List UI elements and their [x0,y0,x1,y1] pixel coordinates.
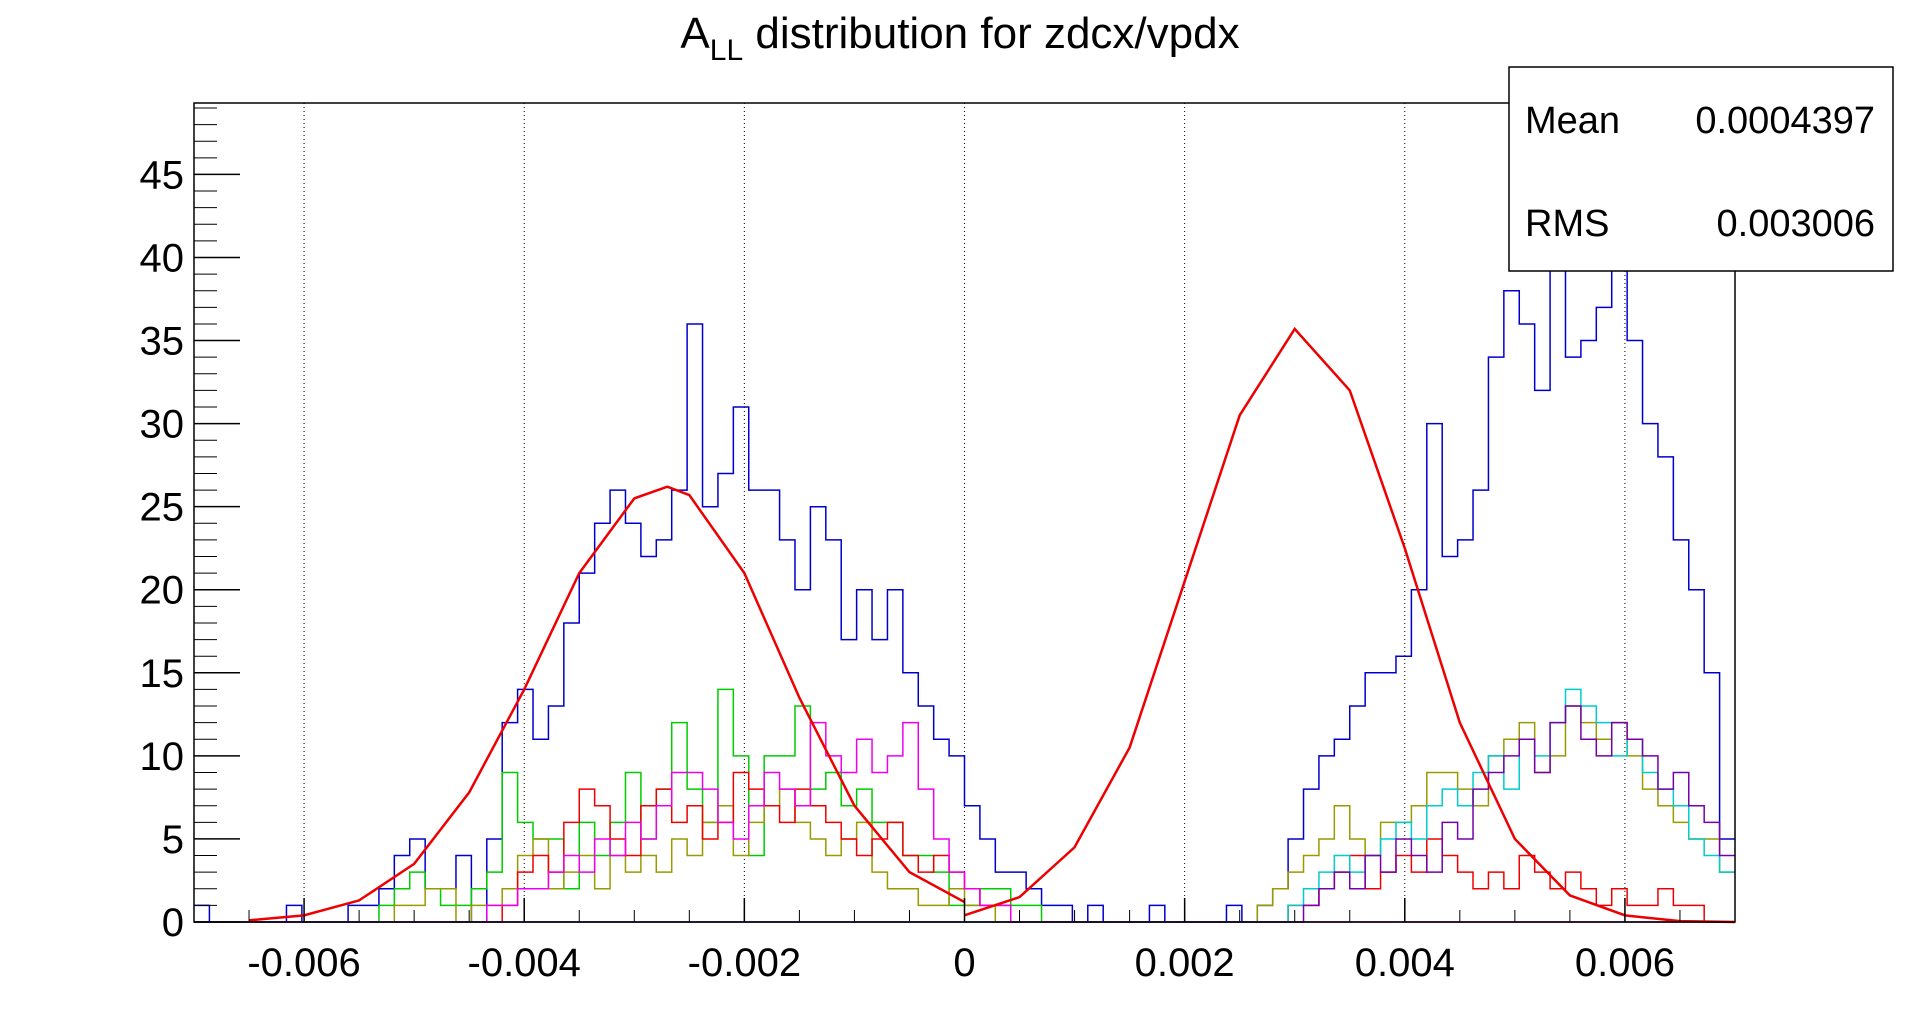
x-tick-label: -0.002 [688,941,801,985]
stats-rms-label: RMS [1525,203,1609,245]
y-tick-label: 40 [140,236,185,280]
data-series [194,140,1736,924]
y-tick-label: 0 [162,901,184,945]
chart-title-rest: distribution for zdcx/vpdx [743,9,1239,58]
x-tick-label: -0.006 [247,941,360,985]
stats-box-border [1508,66,1894,272]
x-tick-label: 0.006 [1575,941,1675,985]
stats-mean-label: Mean [1525,100,1620,142]
y-tick-label: 30 [140,403,185,447]
chart-title-subscript: LL [710,34,743,67]
y-tick-label: 20 [140,569,185,613]
stats-mean-value: 0.0004397 [1695,100,1875,142]
chart-title-main: A [680,9,710,58]
fit-curve-7 [248,485,966,922]
x-tick-label: -0.004 [468,941,581,985]
x-tick-label: 0.002 [1135,941,1235,985]
y-tick-label: 10 [140,735,185,779]
y-tick-label: 35 [140,320,185,364]
fit-curve-8 [964,326,1736,924]
axes: -0.006 -0.004 -0.002 0 0.002 0.004 0.006 0 5 10 15… [140,107,1736,985]
stats-box: Mean 0.0004397 RMS 0.003006 [1508,66,1894,272]
x-tick-label: 0 [953,941,975,985]
y-tick-label: 5 [162,818,184,862]
plot-frame [193,102,1736,923]
histogram-series-0 [194,140,1735,923]
stats-rms-value: 0.003006 [1717,203,1876,245]
chart-title: ALL distribution for zdcx/vpdx [680,9,1239,67]
x-tick-label: 0.004 [1355,941,1455,985]
y-tick-label: 25 [140,486,185,530]
y-tick-label: 45 [140,153,185,197]
y-tick-label: 15 [140,652,185,696]
